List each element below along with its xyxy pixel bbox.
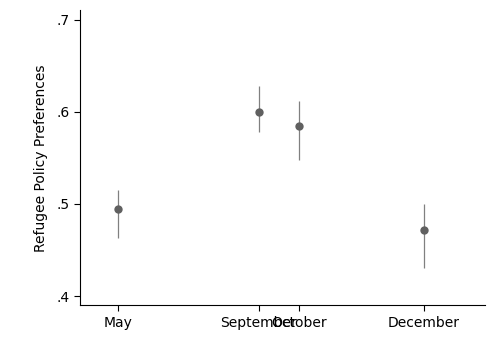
Y-axis label: Refugee Policy Preferences: Refugee Policy Preferences (34, 64, 48, 252)
